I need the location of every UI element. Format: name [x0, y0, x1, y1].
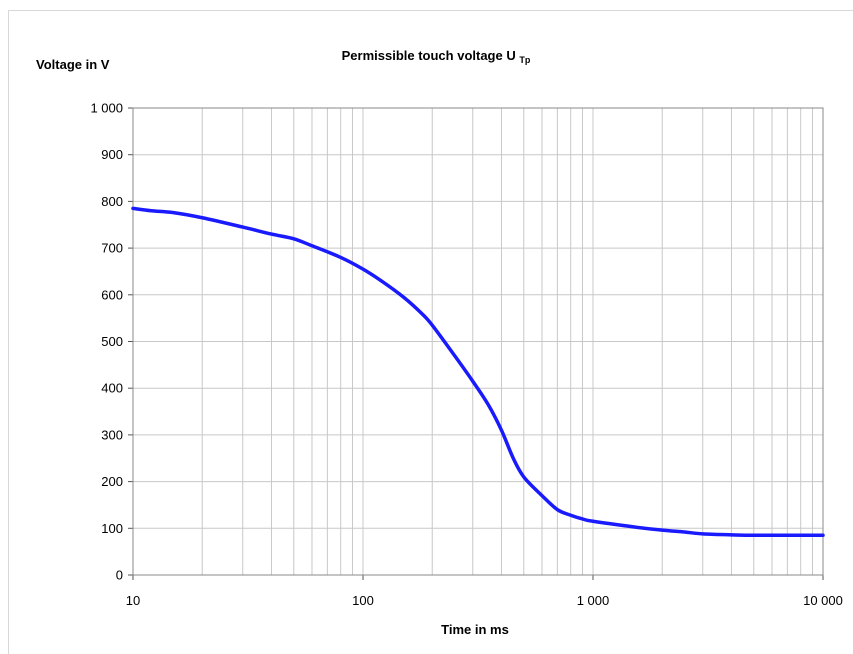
x-tick-label: 100 — [352, 593, 374, 608]
plot-area-border — [132, 107, 824, 576]
y-tick-label: 0 — [116, 568, 123, 583]
y-tick-label: 600 — [101, 287, 123, 302]
y-tick-label: 300 — [101, 427, 123, 442]
y-tick-label: 400 — [101, 381, 123, 396]
y-tick-label: 1 000 — [90, 101, 123, 116]
x-axis-title: Time in ms — [441, 622, 509, 637]
series-line — [131, 206, 825, 538]
chart-title: Permissible touch voltage U Tp — [342, 48, 531, 65]
y-tick-label: 900 — [101, 147, 123, 162]
chart-frame — [8, 10, 853, 654]
grid-lines — [132, 107, 823, 576]
y-tick-label: 100 — [101, 521, 123, 536]
y-tick-label: 800 — [101, 194, 123, 209]
y-tick-label: 700 — [101, 241, 123, 256]
x-tick-label: 10 000 — [803, 593, 843, 608]
series-group — [131, 206, 825, 538]
y-axis-title: Voltage in V — [36, 57, 110, 72]
tick-labels: 0 100 200 300 400 500 600 700 800 900 1 000 10 100 1 … — [90, 101, 842, 609]
x-tick-label: 10 — [126, 593, 140, 608]
y-tick-label: 500 — [101, 334, 123, 349]
y-tick-label: 200 — [101, 474, 123, 489]
x-tick-label: 1 000 — [577, 593, 610, 608]
